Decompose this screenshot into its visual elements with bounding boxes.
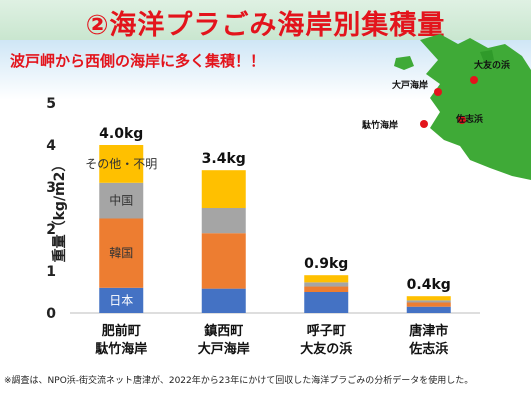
bar-total-label: 3.4kg	[202, 151, 246, 167]
bar-segment	[406, 300, 451, 303]
x-category-label: 呼子町	[307, 323, 346, 339]
map-land-islet	[480, 50, 494, 62]
map-marker-otomo	[470, 76, 478, 84]
x-category-label: 佐志浜	[408, 341, 448, 357]
bar-segment	[201, 170, 246, 208]
segment-label: 中国	[109, 193, 133, 208]
map-marker-sashi	[458, 116, 466, 124]
segment-label: 日本	[109, 293, 133, 307]
x-category-label: 鎮西町	[204, 323, 243, 339]
map-land-main	[420, 34, 531, 180]
bar-segment	[304, 286, 349, 292]
slide-title: ②海洋プラごみ海岸別集積量	[85, 10, 446, 41]
title-banner	[0, 0, 531, 40]
map-label-datake: 駄竹海岸	[362, 119, 398, 131]
bar-segment	[99, 145, 144, 183]
bar-segment	[304, 292, 349, 313]
bar-segment	[99, 182, 144, 219]
x-category-label: 唐津市	[409, 323, 448, 339]
map-marker-oto	[434, 88, 442, 96]
x-category-label: 大戸海岸	[198, 341, 250, 357]
bar-segment	[201, 208, 246, 234]
bar-segment	[99, 287, 144, 313]
map-land-island	[394, 56, 414, 70]
y-tick-label: 1	[46, 264, 56, 280]
bar-segment	[406, 296, 451, 301]
bar-segment	[406, 302, 451, 307]
y-tick-label: 2	[46, 222, 56, 238]
map-label-oto: 大戸海岸	[392, 79, 428, 91]
bar-segment	[304, 275, 349, 283]
bar-segment	[201, 233, 246, 289]
y-tick-label: 4	[46, 138, 56, 154]
bar-total-label: 4.0kg	[99, 126, 143, 142]
bar-segment	[201, 288, 246, 313]
y-tick-label: 5	[46, 96, 56, 112]
bar-total-label: 0.4kg	[407, 277, 451, 293]
y-tick-label: 0	[46, 306, 56, 322]
segment-label: その他・不明	[85, 157, 157, 171]
bar-segment	[304, 282, 349, 287]
bar-segment	[406, 306, 451, 313]
y-tick-label: 3	[46, 180, 56, 196]
segment-label: 韓国	[109, 246, 133, 260]
slide-subtitle: 波戸岬から西側の海岸に多く集積！！	[10, 52, 266, 70]
x-category-label: 肥前町	[102, 323, 141, 339]
map-marker-datake	[420, 120, 428, 128]
x-category-label: 駄竹海岸	[95, 341, 147, 357]
x-category-label: 大友の浜	[300, 341, 352, 357]
map-label-otomo: 大友の浜	[474, 59, 510, 71]
footnote: ※調査は、NPO浜-街交流ネット唐津が、2022年から23年にかけて回収した海洋…	[4, 376, 474, 386]
bar-segment	[99, 218, 144, 288]
map-label-sashi: 佐志浜	[455, 113, 483, 125]
bar-total-label: 0.9kg	[304, 256, 348, 272]
